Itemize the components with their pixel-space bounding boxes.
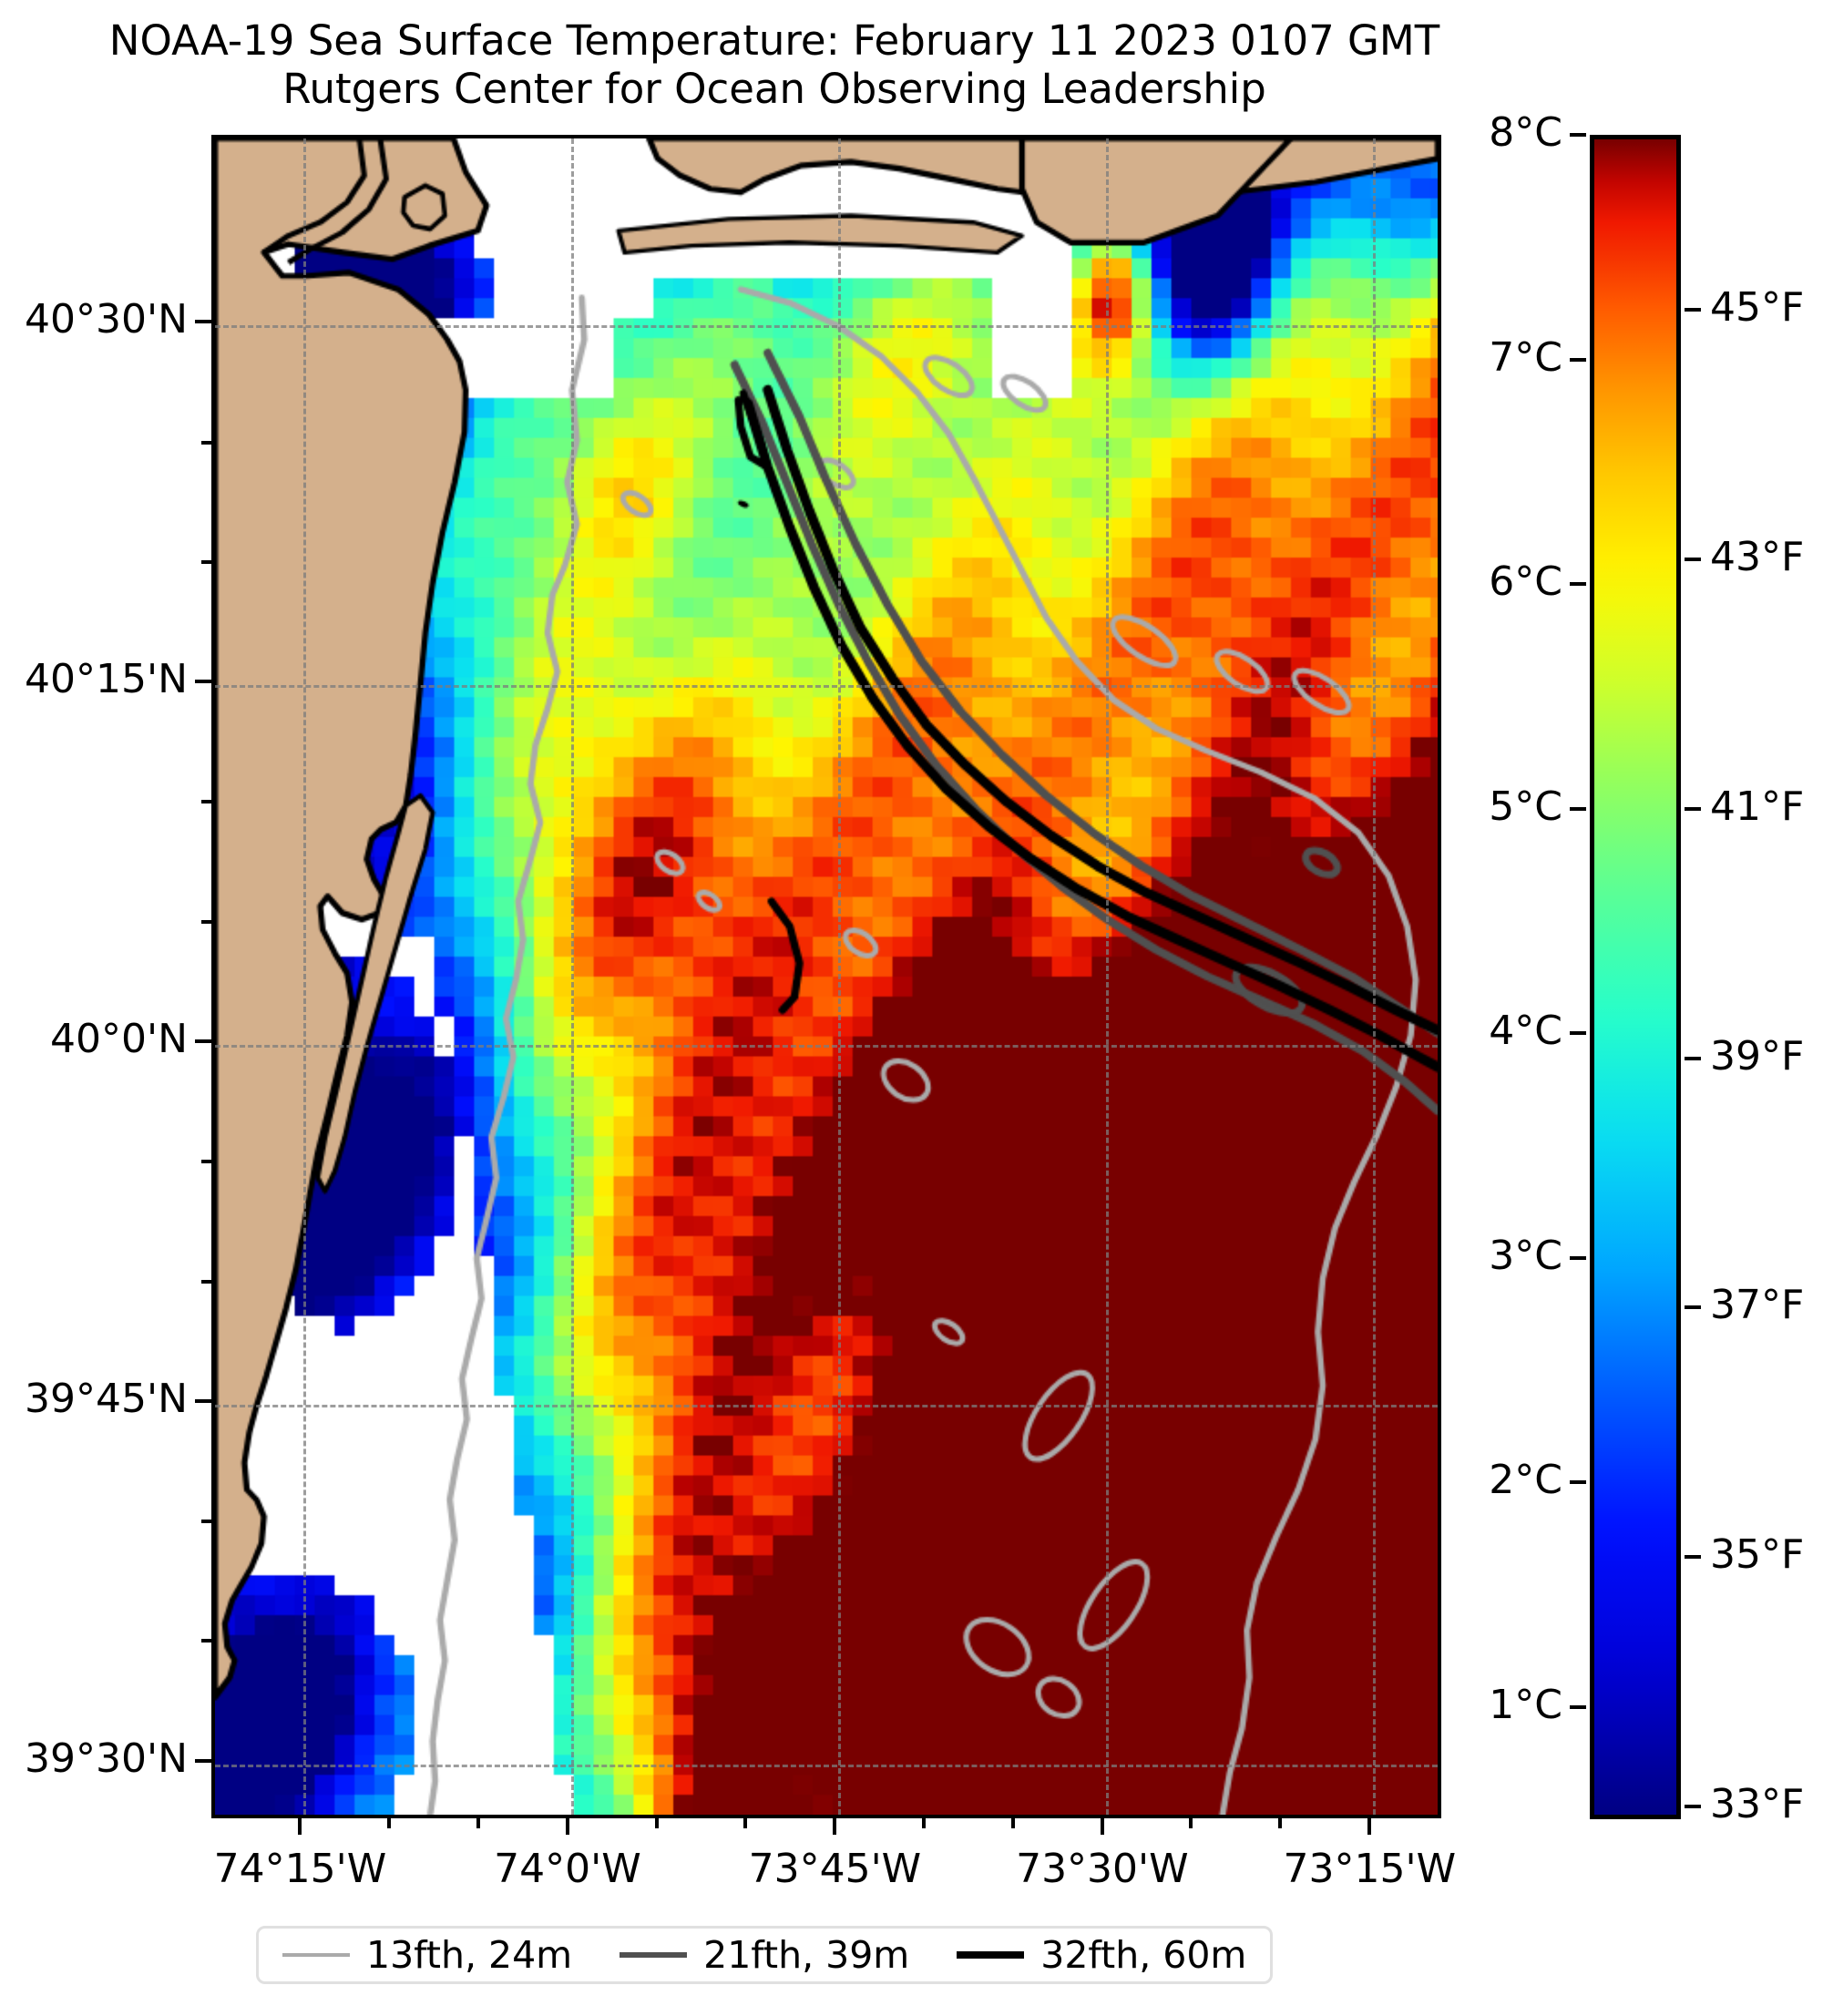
y-axis-label: 40°0'N — [50, 1016, 188, 1063]
x-tick-minor — [1278, 1818, 1283, 1828]
colorbar-label-fahrenheit: 43°F — [1710, 533, 1805, 580]
colorbar-label-celsius: 6°C — [1489, 558, 1562, 606]
y-axis-label: 40°15'N — [25, 656, 188, 703]
x-tick-minor — [1010, 1818, 1015, 1828]
y-tick-major — [195, 1758, 211, 1763]
colorbar-label-fahrenheit: 35°F — [1710, 1531, 1805, 1579]
y-tick-major — [195, 1398, 211, 1403]
colorbar-label-celsius: 8°C — [1489, 109, 1562, 156]
colorbar-tick-fahrenheit — [1685, 1056, 1701, 1060]
colorbar-label-fahrenheit: 39°F — [1710, 1032, 1805, 1080]
x-axis-label: 74°0'W — [494, 1846, 641, 1892]
colorbar-gradient — [1594, 139, 1676, 1815]
y-tick-minor — [201, 1159, 211, 1163]
y-tick-minor — [201, 440, 211, 445]
colorbar-label-fahrenheit: 45°F — [1710, 283, 1805, 331]
colorbar-label-celsius: 3°C — [1489, 1232, 1562, 1279]
y-tick-major — [195, 680, 211, 684]
legend-label: 21fth, 39m — [703, 1933, 910, 1977]
x-axis-label: 73°15'W — [1283, 1846, 1457, 1892]
page-title: NOAA-19 Sea Surface Temperature: Februar… — [0, 16, 1549, 113]
title-line-2: Rutgers Center for Ocean Observing Leade… — [282, 65, 1266, 114]
colorbar-tick-fahrenheit — [1685, 557, 1701, 561]
colorbar-label-celsius: 1°C — [1489, 1681, 1562, 1728]
colorbar-tick-celsius — [1570, 582, 1586, 587]
legend-item: 32fth, 60m — [957, 1933, 1246, 1977]
colorbar-label-celsius: 4°C — [1489, 1008, 1562, 1055]
x-tick-major — [565, 1818, 569, 1835]
title-line-1: NOAA-19 Sea Surface Temperature: Februar… — [108, 16, 1440, 65]
13fth-line-icon — [282, 1953, 350, 1957]
colorbar-label-fahrenheit: 41°F — [1710, 783, 1805, 830]
legend-item: 13fth, 24m — [282, 1933, 572, 1977]
x-tick-major — [298, 1818, 302, 1835]
legend-item: 21fth, 39m — [620, 1933, 909, 1977]
x-tick-minor — [921, 1818, 926, 1828]
colorbar-tick-fahrenheit — [1685, 1805, 1701, 1809]
colorbar-tick-celsius — [1570, 806, 1586, 811]
colorbar-label-celsius: 7°C — [1489, 333, 1562, 381]
colorbar-tick-celsius — [1570, 1255, 1586, 1260]
depth-contour-legend: 13fth, 24m 21fth, 39m 32fth, 60m — [256, 1926, 1274, 1984]
x-tick-minor — [1189, 1818, 1193, 1828]
y-axis-label: 39°45'N — [25, 1375, 188, 1422]
y-tick-minor — [201, 1519, 211, 1523]
y-tick-minor — [201, 560, 211, 565]
y-tick-major — [195, 320, 211, 324]
colorbar-tick-celsius — [1570, 133, 1586, 137]
x-tick-minor — [387, 1818, 392, 1828]
x-axis-label: 74°15'W — [213, 1846, 387, 1892]
x-tick-minor — [476, 1818, 480, 1828]
32fth-line-icon — [957, 1951, 1025, 1959]
temperature-colorbar[interactable] — [1590, 135, 1681, 1819]
legend-label: 32fth, 60m — [1040, 1933, 1247, 1977]
y-tick-major — [195, 1039, 211, 1044]
x-axis-label: 73°30'W — [1016, 1846, 1189, 1892]
sst-raster-layer — [215, 138, 1438, 1815]
colorbar-label-celsius: 5°C — [1489, 783, 1562, 830]
x-tick-major — [833, 1818, 837, 1835]
colorbar-tick-celsius — [1570, 1704, 1586, 1709]
colorbar-tick-fahrenheit — [1685, 307, 1701, 312]
y-tick-minor — [201, 800, 211, 804]
colorbar-label-fahrenheit: 37°F — [1710, 1282, 1805, 1329]
x-axis-label: 73°45'W — [748, 1846, 922, 1892]
y-axis-label: 40°30'N — [25, 296, 188, 343]
colorbar-label-celsius: 2°C — [1489, 1457, 1562, 1504]
colorbar-tick-celsius — [1570, 1480, 1586, 1485]
sst-map-axes[interactable] — [211, 135, 1441, 1818]
y-axis-label: 39°30'N — [25, 1735, 188, 1782]
x-tick-major — [1367, 1818, 1372, 1835]
colorbar-tick-celsius — [1570, 357, 1586, 362]
colorbar-tick-celsius — [1570, 1031, 1586, 1036]
21fth-line-icon — [620, 1952, 688, 1958]
x-tick-minor — [743, 1818, 748, 1828]
colorbar-tick-fahrenheit — [1685, 1555, 1701, 1560]
x-tick-major — [1100, 1818, 1104, 1835]
y-tick-minor — [201, 1639, 211, 1643]
colorbar-tick-fahrenheit — [1685, 1305, 1701, 1310]
legend-label: 13fth, 24m — [366, 1933, 573, 1977]
colorbar-label-fahrenheit: 33°F — [1710, 1781, 1805, 1828]
colorbar-tick-fahrenheit — [1685, 806, 1701, 811]
y-tick-minor — [201, 1279, 211, 1284]
x-tick-minor — [654, 1818, 659, 1828]
y-tick-minor — [201, 919, 211, 924]
